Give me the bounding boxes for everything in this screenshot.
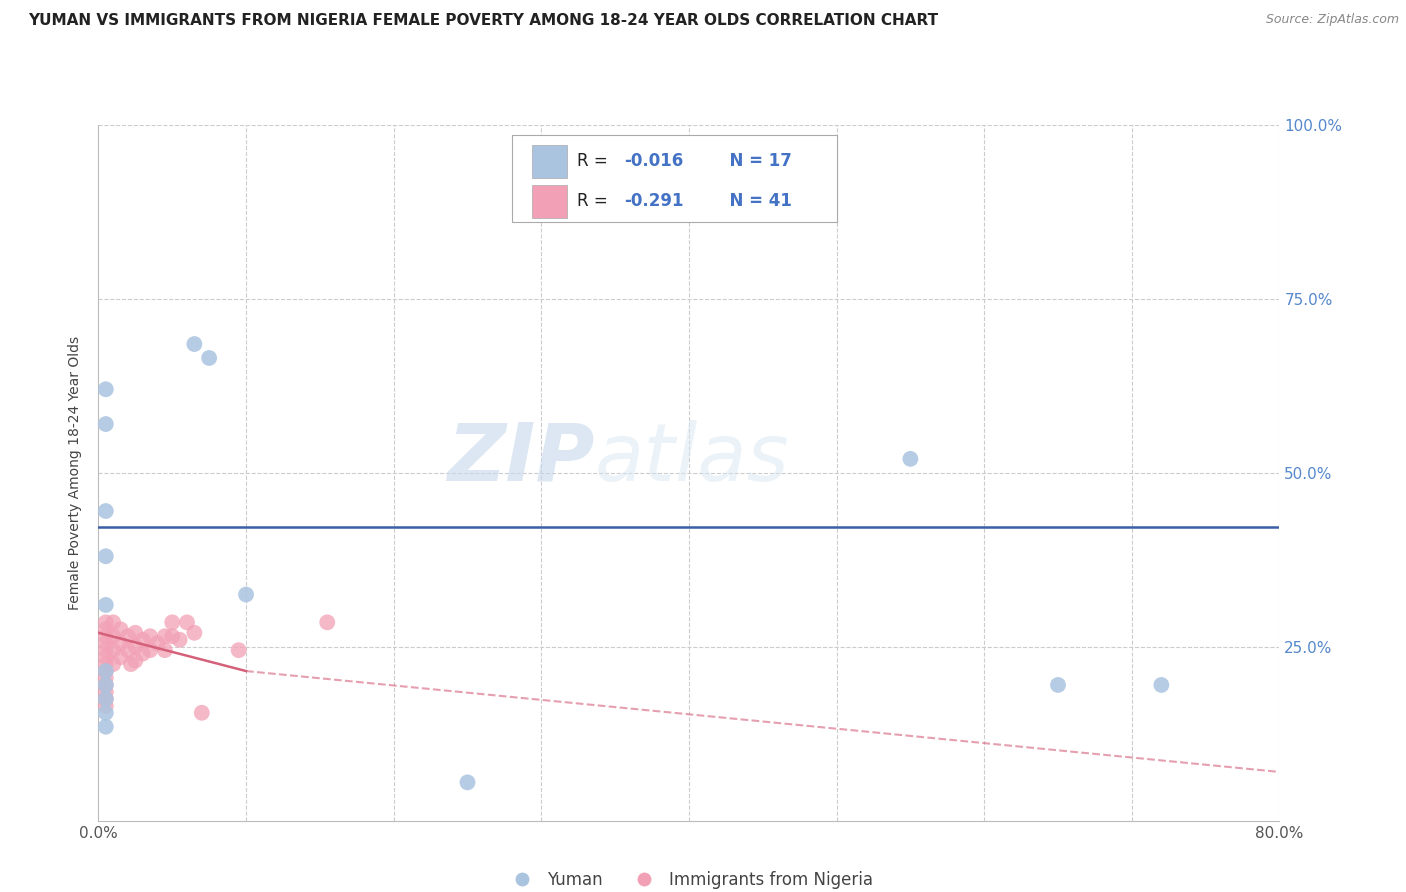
Point	[94, 692, 117, 706]
Point	[94, 629, 117, 643]
Point	[94, 720, 117, 734]
Point	[103, 643, 125, 657]
Text: YUMAN VS IMMIGRANTS FROM NIGERIA FEMALE POVERTY AMONG 18-24 YEAR OLDS CORRELATIO: YUMAN VS IMMIGRANTS FROM NIGERIA FEMALE …	[28, 13, 938, 29]
FancyBboxPatch shape	[531, 145, 567, 178]
Point	[176, 615, 198, 630]
Point	[169, 632, 191, 647]
Point	[94, 623, 117, 637]
Point	[94, 692, 117, 706]
Text: atlas: atlas	[595, 420, 789, 498]
Point	[94, 671, 117, 685]
Point	[162, 615, 183, 630]
Point	[183, 337, 205, 351]
Text: N = 17: N = 17	[718, 153, 793, 170]
Point	[139, 643, 162, 657]
Point	[94, 706, 117, 720]
Point	[1046, 678, 1069, 692]
Point	[94, 615, 117, 630]
Point	[94, 643, 117, 657]
Point	[183, 625, 205, 640]
Point	[94, 549, 117, 564]
Point	[94, 664, 117, 678]
Point	[94, 698, 117, 713]
Point	[1150, 678, 1173, 692]
Point	[94, 636, 117, 650]
Point	[132, 632, 155, 647]
Point	[94, 678, 117, 692]
Y-axis label: Female Poverty Among 18-24 Year Olds: Female Poverty Among 18-24 Year Olds	[69, 335, 83, 610]
Point	[103, 629, 125, 643]
Point	[94, 417, 117, 431]
Point	[153, 629, 176, 643]
Point	[117, 643, 139, 657]
Text: R =: R =	[576, 153, 613, 170]
Text: -0.016: -0.016	[624, 153, 683, 170]
Point	[198, 351, 221, 365]
Text: ZIP: ZIP	[447, 420, 595, 498]
Point	[900, 451, 922, 466]
Point	[124, 654, 146, 668]
Point	[228, 643, 250, 657]
Point	[110, 623, 132, 637]
Point	[120, 657, 142, 671]
Point	[316, 615, 339, 630]
Point	[94, 504, 117, 518]
Point	[103, 615, 125, 630]
Point	[110, 636, 132, 650]
Text: Source: ZipAtlas.com: Source: ZipAtlas.com	[1265, 13, 1399, 27]
Point	[94, 685, 117, 699]
Point	[153, 643, 176, 657]
Point	[117, 629, 139, 643]
Point	[94, 382, 117, 396]
Text: R =: R =	[576, 192, 613, 211]
Point	[235, 587, 257, 601]
Point	[456, 775, 478, 789]
Point	[124, 640, 146, 654]
FancyBboxPatch shape	[512, 136, 837, 222]
Point	[94, 657, 117, 671]
Point	[94, 664, 117, 678]
Point	[124, 625, 146, 640]
Point	[132, 647, 155, 661]
Point	[139, 629, 162, 643]
Legend: Yuman, Immigrants from Nigeria: Yuman, Immigrants from Nigeria	[498, 864, 880, 892]
Point	[94, 650, 117, 665]
FancyBboxPatch shape	[531, 185, 567, 218]
Point	[94, 678, 117, 692]
Point	[146, 636, 169, 650]
Point	[110, 650, 132, 665]
Point	[162, 629, 183, 643]
Text: N = 41: N = 41	[718, 192, 793, 211]
Point	[103, 657, 125, 671]
Text: -0.291: -0.291	[624, 192, 683, 211]
Point	[94, 598, 117, 612]
Point	[191, 706, 214, 720]
